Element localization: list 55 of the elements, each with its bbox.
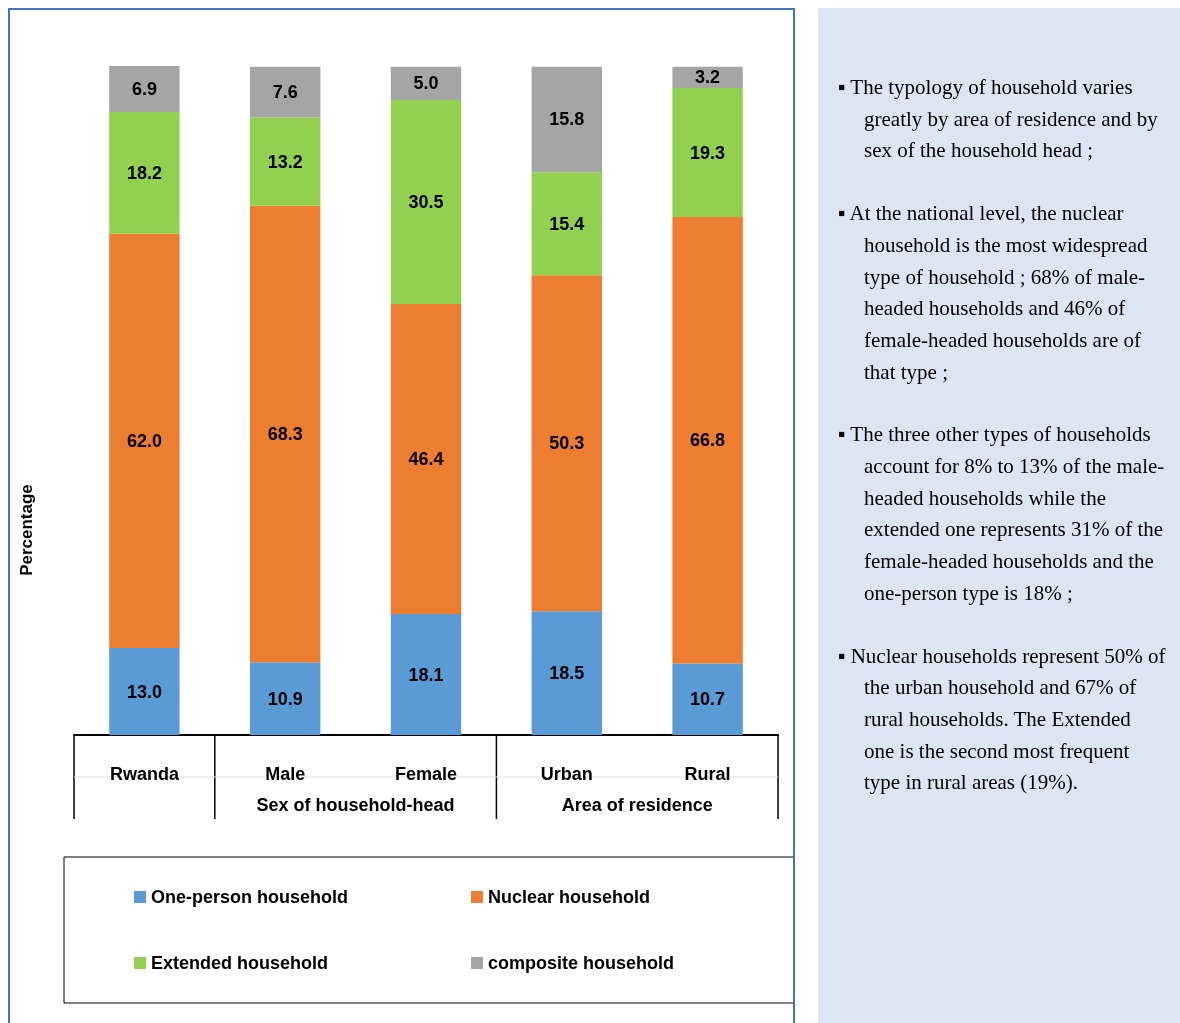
legend-label: Nuclear household (488, 887, 651, 907)
x-tick-label: Rural (684, 764, 731, 784)
x-tick-label: Rwanda (109, 764, 180, 784)
bar (672, 217, 743, 664)
data-label: 13.0 (126, 681, 162, 702)
x-tick-label: Urban (540, 764, 593, 784)
bar (390, 614, 462, 735)
data-label: 15.4 (549, 213, 585, 234)
data-label: 50.3 (549, 433, 585, 454)
bar (531, 172, 602, 276)
text: ▪ The three other types of households account for 8% to 13% of the male-headed households while the extended one represents 31% of the female-headed households and the one-person type is 18% ; (838, 421, 1166, 607)
text: Sex of household-head (256, 795, 455, 815)
bar (109, 233, 180, 649)
text: ▪ At the national level, the nuclear household is the most widespread type of household ; 68% of male-headed households and 46% of female-headed households are of that type ; (838, 200, 1149, 386)
data-label: 18.2 (126, 162, 162, 183)
bar (109, 648, 180, 735)
data-label: 18.1 (408, 664, 444, 685)
x-tick-label: Male (265, 764, 306, 784)
bar (531, 611, 602, 735)
bar (250, 662, 321, 735)
data-label: 30.5 (408, 192, 444, 213)
data-label: 3.2 (695, 67, 721, 88)
bar (390, 66, 462, 101)
y-axis-title: Percentage (16, 484, 36, 576)
data-label: 10.9 (267, 688, 303, 709)
bar (531, 66, 602, 173)
bar (109, 112, 180, 234)
data-label: 68.3 (267, 423, 303, 444)
data-label: 13.2 (267, 151, 303, 172)
data-label: 46.4 (408, 448, 444, 469)
legend-label: Extended household (151, 953, 329, 973)
x-tick-label: Female (394, 764, 458, 784)
bar (250, 205, 321, 663)
data-label: 18.5 (549, 663, 585, 684)
bar (672, 663, 743, 735)
data-label: 7.6 (272, 82, 298, 103)
bar (250, 117, 321, 206)
legend-label: composite household (488, 953, 675, 973)
text: Area of residence (561, 795, 713, 815)
bar (390, 303, 462, 615)
legend-label: One-person household (151, 887, 349, 907)
data-label: 5.0 (413, 73, 439, 94)
data-label: 19.3 (690, 142, 726, 163)
bar (250, 66, 321, 118)
bar (672, 88, 743, 218)
data-label: 10.7 (690, 689, 726, 710)
bar (531, 275, 602, 612)
data-label: 66.8 (690, 430, 726, 451)
text: ▪ The typology of household varies greatly by area of residence and by sex of the household head ; (838, 74, 1159, 165)
data-label: 6.9 (131, 79, 157, 100)
text: ▪ Nuclear households represent 50% of the urban household and 67% of rural households. The Extended one is the second most frequent type in rural areas (19%). (838, 642, 1167, 797)
data-label: 15.8 (549, 109, 585, 130)
bar (109, 66, 180, 113)
data-label: 62.0 (126, 430, 162, 451)
bar (390, 100, 462, 304)
